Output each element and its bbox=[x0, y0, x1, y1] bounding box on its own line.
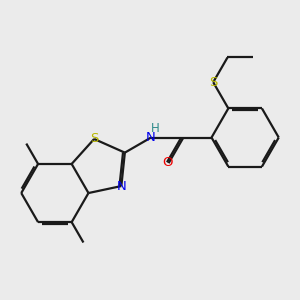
Text: O: O bbox=[162, 156, 172, 169]
Text: H: H bbox=[151, 122, 160, 135]
Text: N: N bbox=[116, 180, 126, 193]
Text: N: N bbox=[146, 131, 156, 144]
Text: S: S bbox=[90, 133, 98, 146]
Text: S: S bbox=[209, 76, 218, 89]
